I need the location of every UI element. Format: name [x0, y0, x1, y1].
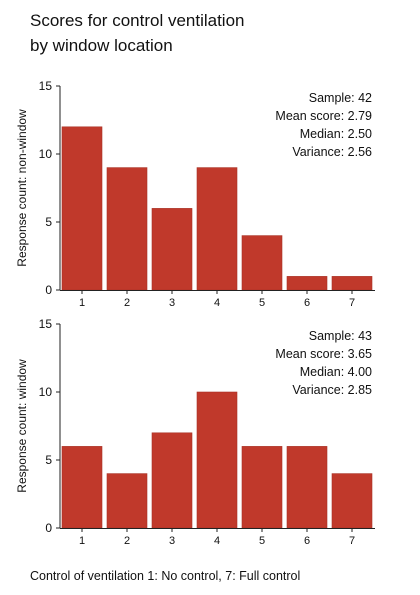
y-axis-label: Response count: window — [15, 359, 29, 493]
title-line-1: Scores for control ventilation — [30, 11, 245, 30]
y-tick-label: 5 — [45, 215, 52, 229]
bar-chart-window: 0 5 10 15 1 2 3 4 5 6 7 Response count: window Sampl… — [15, 318, 375, 547]
bar-2 — [106, 167, 148, 291]
bar-7 — [331, 473, 373, 529]
y-tick-label: 10 — [39, 147, 53, 161]
bar-3 — [151, 208, 193, 291]
y-tick-label: 0 — [45, 283, 52, 297]
chart-title: Scores for control ventilation by window… — [30, 8, 245, 58]
stats-line: Median: 2.50 — [300, 127, 372, 141]
x-tick-label: 1 — [79, 297, 85, 309]
x-tick-label: 4 — [214, 297, 220, 309]
x-tick-label: 2 — [124, 297, 130, 309]
stats-line: Sample: 42 — [309, 91, 372, 105]
bar-6 — [286, 446, 328, 529]
bar-2 — [106, 473, 148, 529]
bar-7 — [331, 276, 373, 291]
bar-6 — [286, 276, 328, 291]
bar-chart-non-window: 0 5 10 15 1 2 3 4 5 6 7 Response count: non-window S… — [15, 80, 375, 309]
y-tick-label: 15 — [39, 318, 53, 331]
stats-line: Mean score: 3.65 — [275, 347, 372, 361]
bar-3 — [151, 432, 193, 529]
title-line-2: by window location — [30, 36, 173, 55]
stats-line: Variance: 2.85 — [292, 383, 372, 397]
x-tick-label: 3 — [169, 297, 175, 309]
stats-line: Variance: 2.56 — [292, 145, 372, 159]
bar-1 — [61, 126, 103, 291]
stats-line: Median: 4.00 — [300, 365, 372, 379]
y-axis-label: Response count: non-window — [15, 109, 29, 267]
y-tick-label: 5 — [45, 453, 52, 467]
x-tick-label: 2 — [124, 535, 130, 547]
x-tick-label: 7 — [349, 535, 355, 547]
x-tick-label: 3 — [169, 535, 175, 547]
bar-5 — [241, 235, 283, 291]
x-tick-label: 7 — [349, 297, 355, 309]
y-tick-label: 10 — [39, 385, 53, 399]
footer-note: Control of ventilation 1: No control, 7:… — [30, 569, 301, 583]
stats-line: Mean score: 2.79 — [275, 109, 372, 123]
bar-4 — [196, 391, 238, 529]
bar-1 — [61, 446, 103, 529]
x-tick-label: 5 — [259, 297, 265, 309]
x-tick-label: 5 — [259, 535, 265, 547]
y-tick-label: 0 — [45, 521, 52, 535]
stats-line: Sample: 43 — [309, 329, 372, 343]
x-tick-label: 4 — [214, 535, 220, 547]
x-tick-label: 6 — [304, 535, 310, 547]
x-tick-label: 1 — [79, 535, 85, 547]
bar-4 — [196, 167, 238, 291]
bar-5 — [241, 446, 283, 529]
y-tick-label: 15 — [39, 80, 53, 93]
x-tick-label: 6 — [304, 297, 310, 309]
